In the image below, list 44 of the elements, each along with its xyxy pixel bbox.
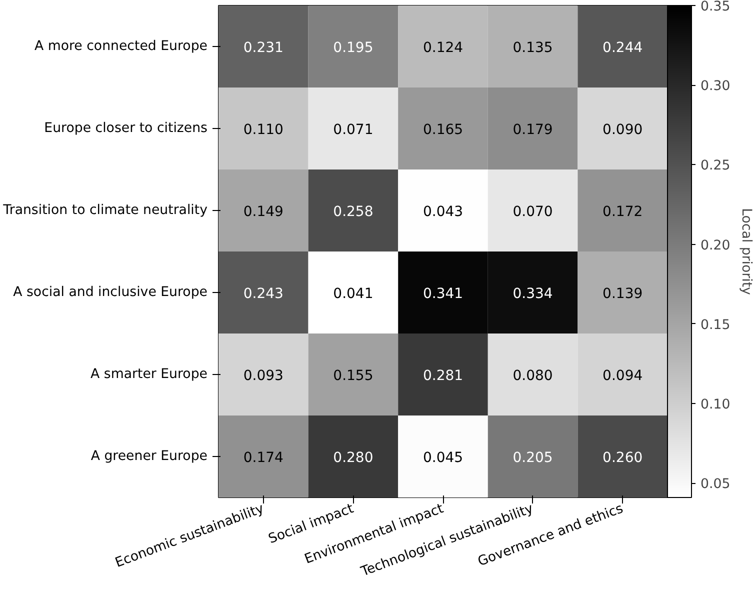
data-label: 0.043	[422, 204, 464, 220]
data-label: 0.110	[243, 122, 284, 138]
data-label: 0.334	[512, 286, 553, 302]
data-label: 0.341	[422, 286, 464, 302]
data-label: 0.045	[422, 450, 464, 466]
data-label: 0.258	[333, 204, 374, 220]
data-label: 0.179	[512, 122, 553, 138]
data-label: 0.231	[243, 40, 284, 56]
y-tick-label: A more connected Europe	[34, 39, 208, 54]
data-label: 0.244	[602, 40, 643, 56]
color-bar-label: 0.05	[700, 477, 730, 492]
data-label: 0.135	[512, 40, 553, 56]
data-label: 0.093	[243, 368, 284, 384]
data-label: 0.243	[243, 286, 284, 302]
color-bar-label: 0.15	[700, 318, 730, 333]
data-label: 0.090	[602, 122, 643, 138]
data-label: 0.149	[243, 204, 284, 220]
data-label: 0.094	[602, 368, 643, 384]
data-label: 0.165	[422, 122, 464, 138]
color-bar-label: 0.10	[700, 398, 730, 413]
data-label: 0.071	[333, 122, 374, 138]
color-bar-label: 0.20	[700, 238, 730, 254]
color-bar-title: Local priority	[738, 208, 754, 296]
data-label: 0.174	[243, 450, 284, 466]
y-tick-label: A greener Europe	[90, 449, 208, 464]
data-label: 0.070	[512, 204, 553, 220]
y-tick-label: A social and inclusive Europe	[13, 285, 208, 300]
data-label: 0.280	[333, 450, 374, 466]
data-label: 0.195	[333, 40, 374, 56]
y-tick-label: A smarter Europe	[90, 367, 208, 382]
color-bar-label: 0.25	[700, 158, 730, 174]
data-label: 0.080	[512, 368, 553, 384]
data-label: 0.172	[602, 204, 643, 220]
data-label: 0.260	[602, 450, 643, 466]
data-label: 0.281	[422, 368, 464, 384]
data-label: 0.139	[602, 286, 643, 302]
data-label: 0.124	[422, 40, 464, 56]
data-label: 0.041	[333, 286, 374, 302]
y-tick-label: Europe closer to citizens	[44, 121, 208, 136]
data-label: 0.155	[333, 368, 374, 384]
y-tick-label: Transition to climate neutrality	[2, 203, 208, 218]
data-label: 0.205	[512, 450, 553, 466]
color-bar-label: 0.30	[700, 79, 730, 94]
color-bar-label: 0.35	[700, 0, 730, 14]
